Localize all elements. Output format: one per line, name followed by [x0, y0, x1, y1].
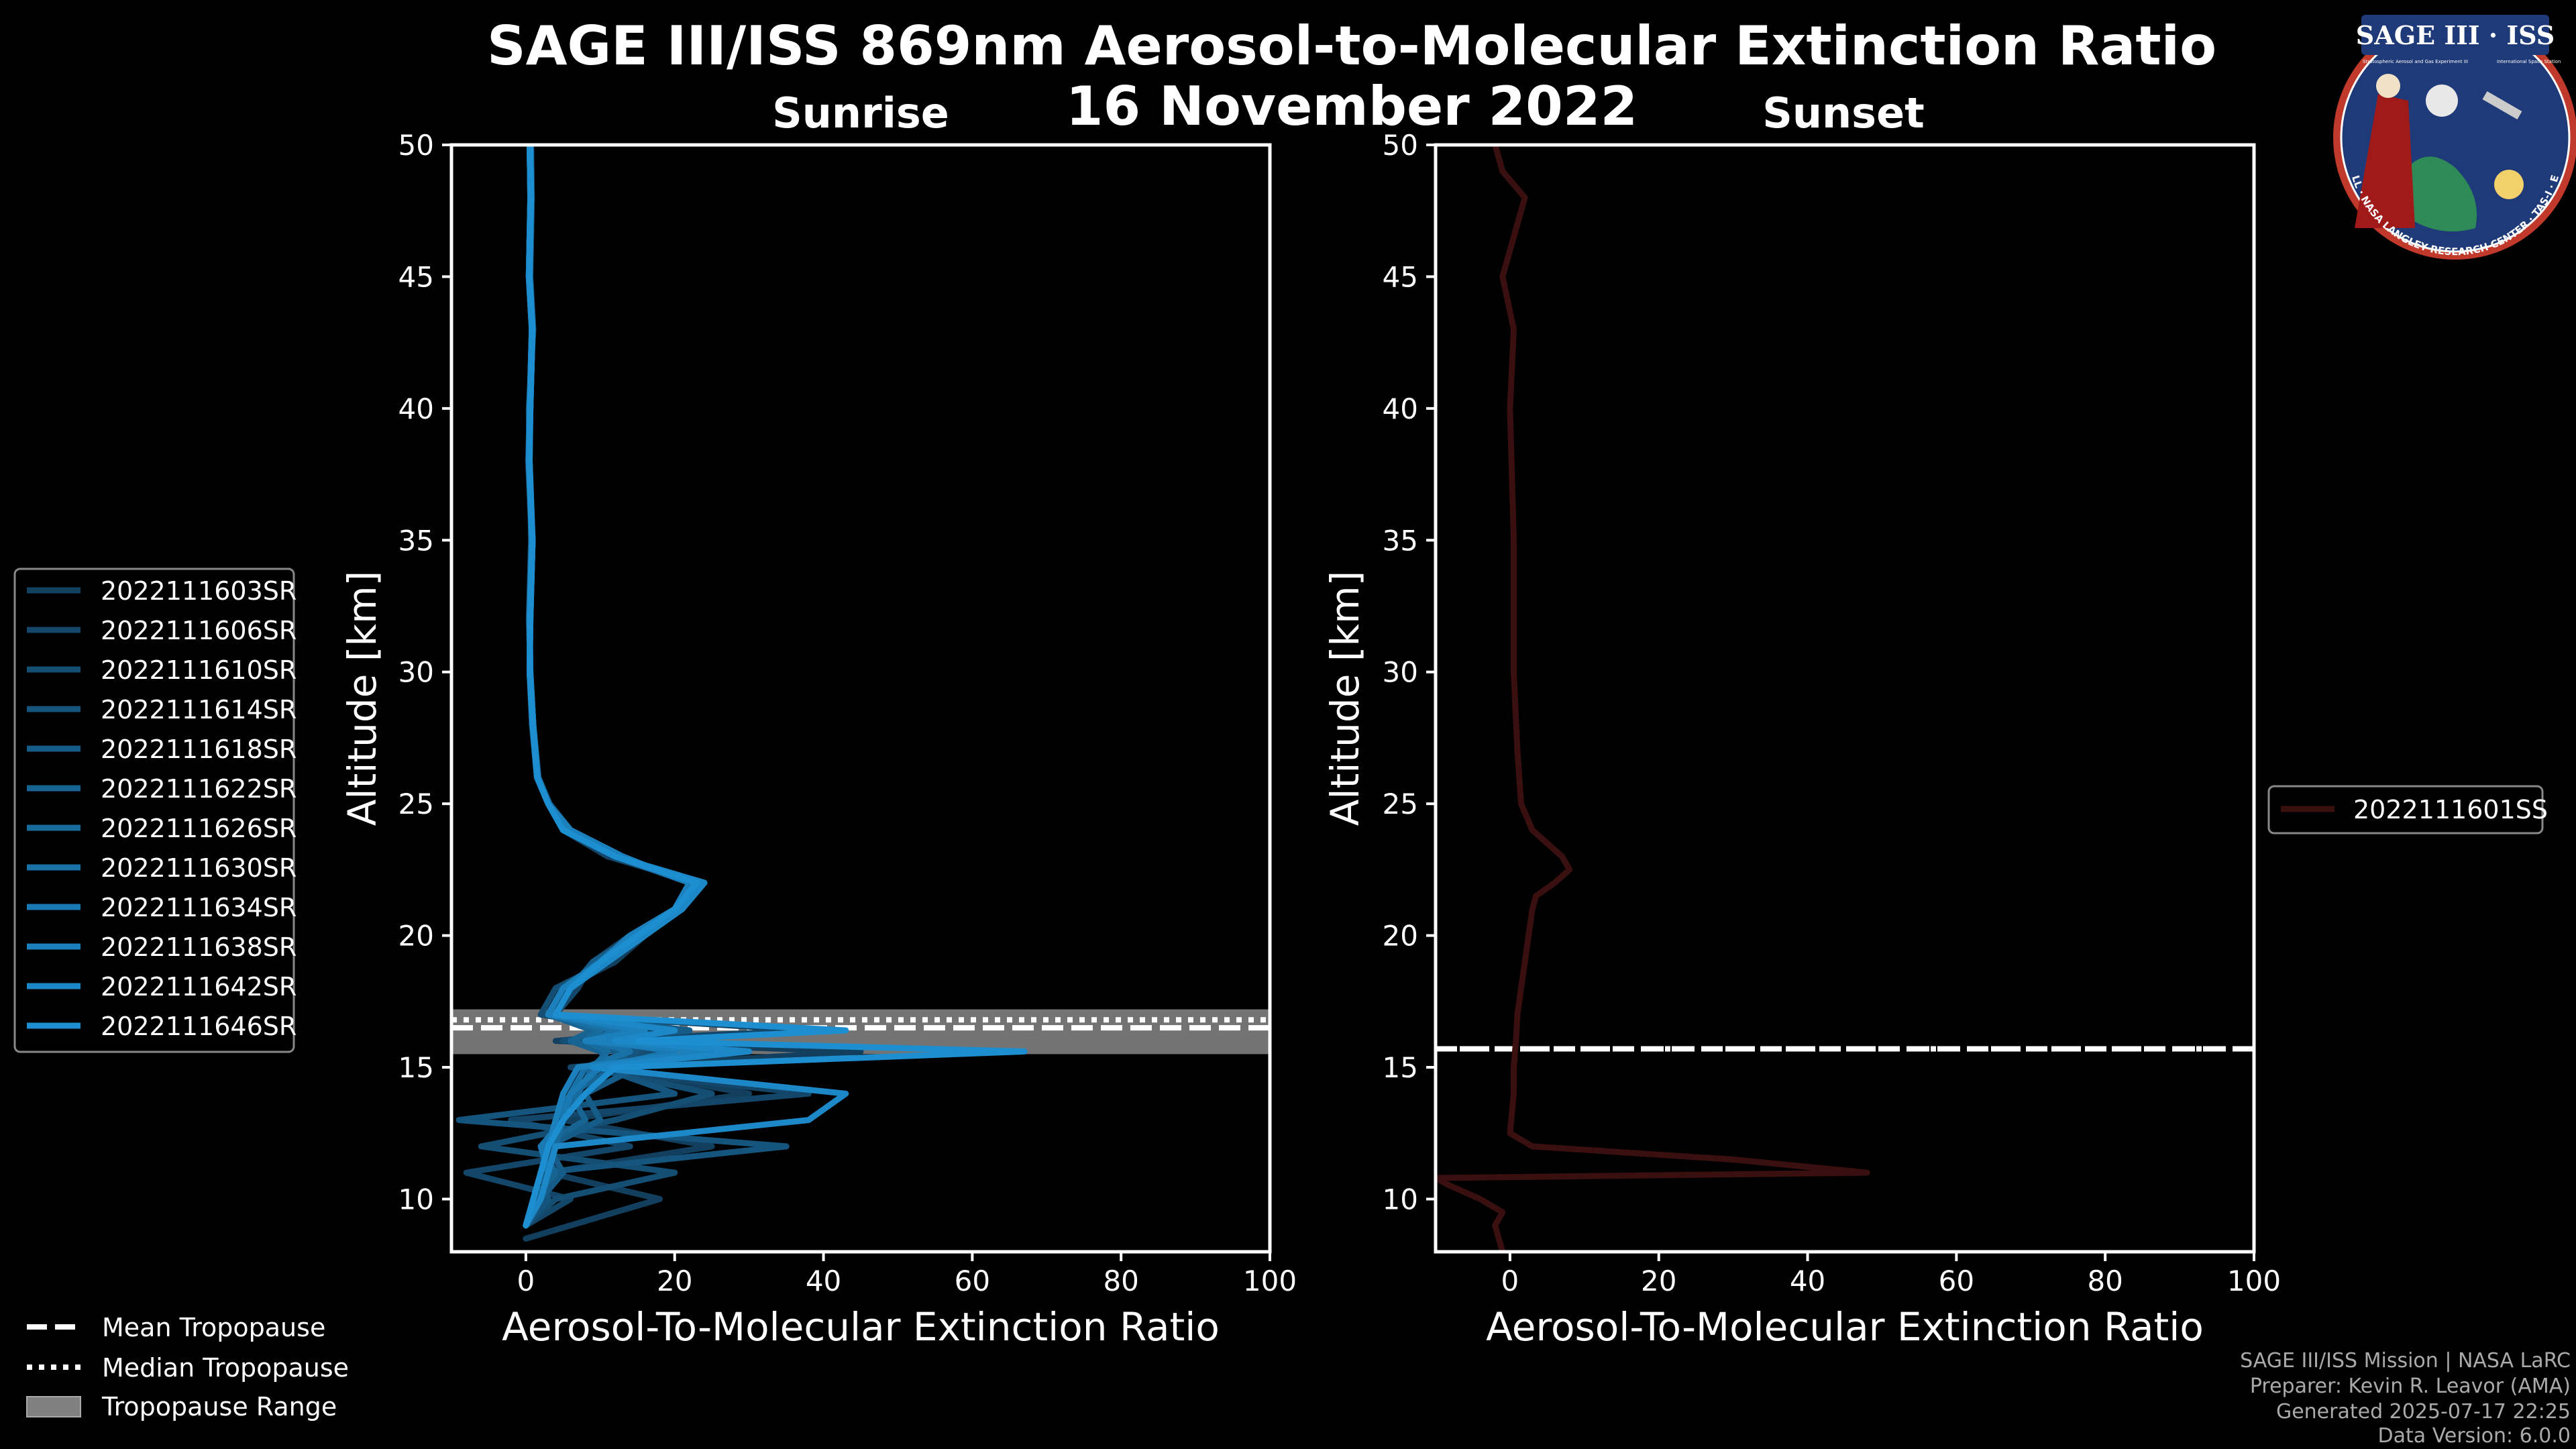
sunrise-legend-label: 2022111603SR [101, 576, 297, 606]
sunset-series-line-2022111601SS [1436, 145, 1870, 1252]
sunset-x-tick-label: 60 [1939, 1265, 1974, 1297]
mean-tropopause-label: Mean Tropopause [102, 1313, 325, 1342]
credit-mission: SAGE III/ISS Mission | NASA LaRC [2240, 1349, 2571, 1373]
sunrise-x-tick-label: 100 [1243, 1265, 1297, 1297]
logo-figure-icon [2355, 94, 2415, 228]
sunrise-legend-label: 2022111630SR [101, 853, 297, 883]
sunrise-series-line-2022111646SR [523, 145, 1028, 1229]
sunrise-legend-label: 2022111638SR [101, 932, 297, 962]
figure-title: SAGE III/ISS 869nm Aerosol-to-Molecular … [487, 15, 2216, 77]
sunset-x-ticks: 0 20 40 60 80 100 [1501, 1252, 2281, 1297]
sunset-y-tick-label: 45 [1383, 260, 1418, 293]
sunset-y-tick-label: 50 [1383, 129, 1418, 162]
sunset-y-tick-label: 40 [1383, 392, 1418, 425]
sunset-y-tick-label: 20 [1383, 920, 1418, 953]
sunrise-series-layer [455, 145, 1028, 1242]
sunset-legend: 2022111601SS [2267, 785, 2548, 835]
sunset-panel-title: Sunset [1762, 89, 1925, 138]
sunrise-panel-title: Sunrise [772, 89, 949, 138]
logo-sun-icon [2494, 170, 2524, 199]
sunrise-x-ticks: 0 20 40 60 80 100 [517, 1252, 1297, 1297]
sunrise-legend-label: 2022111618SR [101, 735, 297, 764]
credit-preparer: Preparer: Kevin R. Leavor (AMA) [2250, 1375, 2571, 1398]
sunrise-legend-label: 2022111614SR [101, 695, 297, 724]
sunrise-legend-label: 2022111606SR [101, 616, 297, 645]
sunrise-legend-label: 2022111622SR [101, 774, 297, 804]
sunset-y-tick-label: 15 [1383, 1051, 1418, 1084]
sunrise-panel: 0 20 40 60 80 100 10 15 20 25 30 35 40 45 50 Aerosol-… [339, 129, 1297, 1350]
sunrise-y-axis-label: Altitude [km] [339, 571, 385, 826]
sunset-series-layer [1436, 145, 1870, 1252]
sunset-y-ticks: 10 15 20 25 30 35 40 45 50 [1383, 129, 1436, 1216]
logo-moon-icon [2426, 85, 2458, 117]
sunset-legend-label: 2022111601SS [2353, 795, 2548, 824]
sunrise-x-tick-label: 20 [657, 1265, 692, 1297]
sunrise-legend-label: 2022111626SR [101, 814, 297, 843]
sunrise-legend-label: 2022111610SR [101, 655, 297, 685]
logo-figure-head-icon [2376, 74, 2400, 98]
sunset-y-tick-label: 30 [1383, 656, 1418, 689]
sunrise-x-tick-label: 60 [955, 1265, 990, 1297]
sunrise-y-tick-label: 25 [398, 788, 434, 820]
logo-name: SAGE III · ISS [2356, 20, 2555, 50]
sunset-panel: 0 20 40 60 80 100 10 15 20 25 30 35 40 45 50 Aerosol-… [1322, 129, 2281, 1350]
sunset-x-tick-label: 20 [1641, 1265, 1676, 1297]
sunrise-x-tick-label: 40 [806, 1265, 841, 1297]
sunrise-x-tick-label: 80 [1103, 1265, 1138, 1297]
tropopause-legend: Mean Tropopause Median Tropopause Tropop… [26, 1313, 349, 1421]
credits: SAGE III/ISS Mission | NASA LaRC Prepare… [2240, 1349, 2571, 1448]
sunset-y-tick-label: 10 [1383, 1183, 1418, 1216]
sunset-legend-frame [2267, 785, 2544, 835]
logo-subtitle-right: International Space Station [2497, 59, 2561, 64]
credit-generated: Generated 2025-07-17 22:25 [2276, 1400, 2571, 1424]
sunrise-plot-frame [449, 143, 1272, 1254]
sunrise-y-tick-label: 40 [398, 392, 434, 425]
tropopause-range-swatch [26, 1396, 81, 1417]
sunrise-x-axis-label: Aerosol-To-Molecular Extinction Ratio [502, 1304, 1220, 1350]
sunset-y-axis-label: Altitude [km] [1322, 571, 1368, 826]
sunset-plot-frame [1434, 143, 2256, 1254]
sunrise-y-ticks: 10 15 20 25 30 35 40 45 50 [398, 129, 451, 1216]
tropopause-range-label: Tropopause Range [101, 1392, 337, 1421]
sunrise-legend-label: 2022111634SR [101, 893, 297, 922]
figure-date: 16 November 2022 [1066, 75, 1638, 138]
sunset-x-tick-label: 80 [2087, 1265, 2123, 1297]
sunset-y-tick-label: 35 [1383, 524, 1418, 557]
sunset-plot-area [1436, 145, 2254, 1252]
logo-station-icon [2482, 91, 2522, 120]
sunrise-y-tick-label: 30 [398, 656, 434, 689]
sunrise-legend-frame [13, 568, 295, 1053]
logo-banner [2361, 15, 2549, 55]
sunset-y-tick-label: 25 [1383, 788, 1418, 820]
sunset-x-tick-label: 0 [1501, 1265, 1519, 1297]
sunset-x-tick-label: 100 [2227, 1265, 2281, 1297]
credit-data-version: Data Version: 6.0.0 [2378, 1424, 2571, 1448]
sunset-x-axis-label: Aerosol-To-Molecular Extinction Ratio [1486, 1304, 2204, 1350]
sunrise-y-tick-label: 45 [398, 260, 434, 293]
sunrise-legend-label: 2022111646SR [101, 1012, 297, 1041]
sunrise-y-tick-label: 35 [398, 524, 434, 557]
logo-subtitle-left: Stratospheric Aerosol and Gas Experiment… [2363, 59, 2468, 64]
sunrise-y-tick-label: 15 [398, 1051, 434, 1084]
sunset-x-tick-label: 40 [1790, 1265, 1825, 1297]
sunrise-legend-label: 2022111642SR [101, 972, 297, 1002]
sunrise-legend: 2022111603SR 2022111606SR 2022111610SR 2022… [13, 568, 297, 1053]
sunrise-y-tick-label: 50 [398, 129, 434, 162]
sunrise-x-tick-label: 0 [517, 1265, 535, 1297]
median-tropopause-label: Median Tropopause [102, 1353, 349, 1383]
sunrise-y-tick-label: 20 [398, 920, 434, 953]
sunrise-y-tick-label: 10 [398, 1183, 434, 1216]
